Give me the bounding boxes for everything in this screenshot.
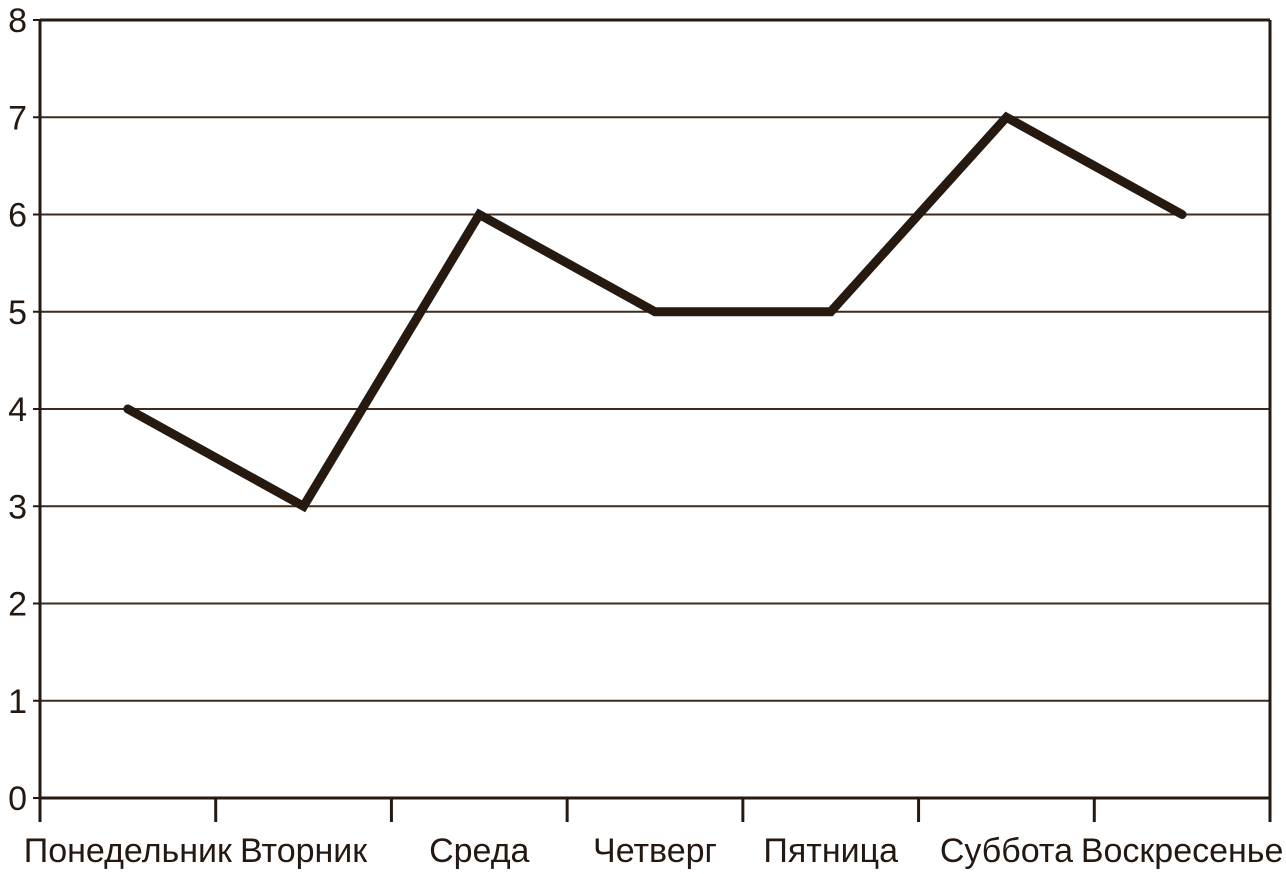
x-axis-label: Четверг — [593, 832, 717, 870]
y-axis-label: 3 — [8, 488, 27, 526]
x-axis-label: Вторник — [240, 832, 368, 870]
x-axis-label: Понедельник — [24, 832, 233, 870]
data-line-series — [123, 111, 1187, 513]
x-axis-label: Пятница — [763, 832, 898, 870]
y-axis-label: 7 — [8, 99, 27, 137]
x-axis-label: Среда — [429, 832, 529, 870]
y-axis-label: 1 — [8, 683, 27, 721]
y-axis-label: 8 — [8, 2, 27, 40]
y-axis-label: 5 — [8, 294, 27, 332]
x-axis-label: Воскресенье — [1081, 832, 1284, 870]
x-axis-label: Суббота — [940, 832, 1073, 870]
y-axis-label: 6 — [8, 197, 27, 235]
y-axis-label: 4 — [8, 391, 27, 429]
y-axis-label: 0 — [8, 780, 27, 818]
y-axis-label: 2 — [8, 586, 27, 624]
